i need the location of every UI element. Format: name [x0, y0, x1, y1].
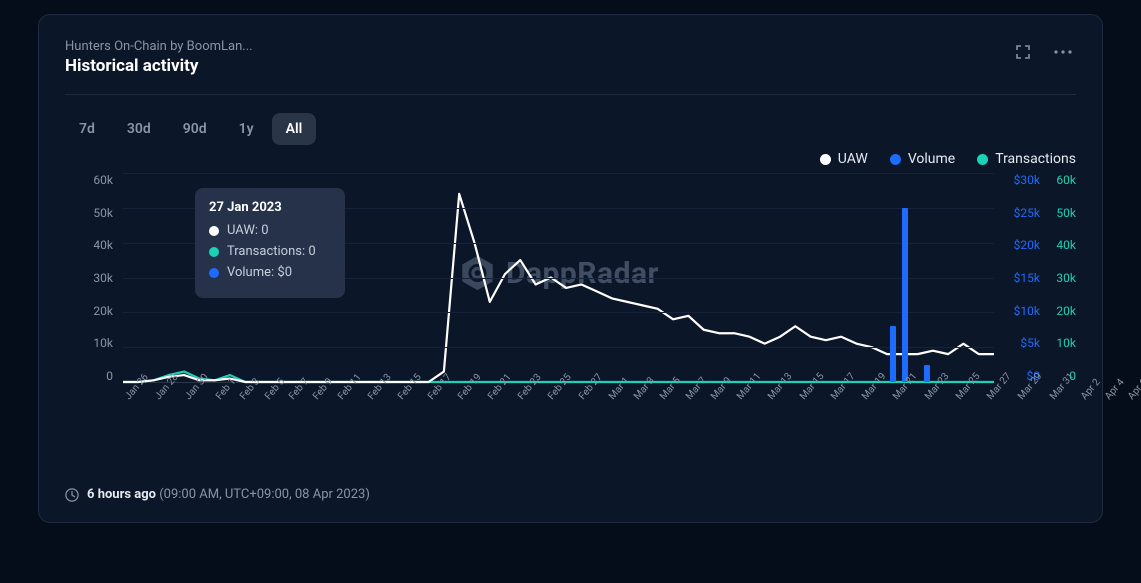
- legend-uaw-dot: [820, 154, 831, 165]
- card-title: Historical activity: [65, 56, 253, 76]
- chart-tooltip: 27 Jan 2023 UAW: 0 Transactions: 0 Volume:…: [195, 188, 345, 298]
- more-icon[interactable]: [1050, 39, 1076, 65]
- card-header: Hunters On-Chain by BoomLan... Historica…: [65, 39, 1076, 95]
- axis-tick: 20k: [1044, 304, 1076, 318]
- tooltip-row: Transactions: 0: [209, 244, 329, 259]
- legend-uaw-label: UAW: [838, 151, 868, 167]
- expand-icon[interactable]: [1010, 39, 1036, 65]
- axis-tick: 10k: [1044, 336, 1076, 350]
- axis-tick: $10k: [1000, 304, 1040, 318]
- axis-tick: 50k: [65, 206, 113, 220]
- legend-volume[interactable]: Volume: [890, 151, 955, 167]
- axis-tick: 0: [65, 369, 113, 383]
- historical-activity-card: Hunters On-Chain by BoomLan... Historica…: [38, 14, 1103, 523]
- range-tab-1y[interactable]: 1y: [225, 113, 268, 145]
- x-axis-labels: Jan 26Jan 28Jan 30Feb 1Feb 3Feb 5Feb 7Fe…: [123, 387, 994, 427]
- axis-tick: 40k: [65, 238, 113, 252]
- volume-bar: [890, 326, 896, 382]
- axis-tick: 20k: [65, 304, 113, 318]
- axis-tick: $25k: [1000, 206, 1040, 220]
- axis-tick: $20k: [1000, 238, 1040, 252]
- tooltip-row: UAW: 0: [209, 223, 329, 238]
- y-axis-right-tx: 60k50k40k30k20k10k0: [1044, 173, 1076, 383]
- chart[interactable]: 60k 50k 40k 30k 20k 10k 0 $30k $25k $20k $15k $10k…: [65, 173, 1076, 433]
- range-tab-7d[interactable]: 7d: [65, 113, 109, 145]
- range-tab-all[interactable]: All: [272, 113, 317, 145]
- tooltip-row: Volume: $0: [209, 265, 329, 280]
- plot-area: DappRadar 27 Jan 2023 UAW: 0Transactions…: [123, 173, 994, 383]
- legend-tx[interactable]: Transactions: [977, 151, 1076, 167]
- range-tab-30d[interactable]: 30d: [113, 113, 165, 145]
- volume-bar: [924, 365, 930, 382]
- legend-uaw[interactable]: UAW: [820, 151, 868, 167]
- last-updated-ago: 6 hours ago: [87, 487, 156, 502]
- axis-tick: 60k: [65, 173, 113, 187]
- y-axis-right-volume: $30k$25k$20k$15k$10k$5k$0: [1000, 173, 1040, 383]
- legend-tx-dot: [977, 154, 988, 165]
- axis-tick: 30k: [1044, 271, 1076, 285]
- range-tab-90d[interactable]: 90d: [169, 113, 221, 145]
- legend-volume-dot: [890, 154, 901, 165]
- title-block: Hunters On-Chain by BoomLan... Historica…: [65, 39, 253, 76]
- axis-tick: 60k: [1044, 173, 1076, 187]
- axis-tick: $15k: [1000, 271, 1040, 285]
- card-subtitle: Hunters On-Chain by BoomLan...: [65, 39, 253, 54]
- axis-tick: $5k: [1000, 336, 1040, 350]
- header-actions: [1010, 39, 1076, 65]
- range-tabs: 7d30d90d1yAll: [65, 113, 1076, 145]
- legend-tx-label: Transactions: [995, 151, 1076, 167]
- axis-tick: 40k: [1044, 238, 1076, 252]
- chart-legend: UAW Volume Transactions: [65, 151, 1076, 167]
- tooltip-date: 27 Jan 2023: [209, 200, 329, 215]
- axis-tick: $30k: [1000, 173, 1040, 187]
- last-updated-detail: (09:00 AM, UTC+09:00, 08 Apr 2023): [159, 487, 370, 502]
- clock-icon: [65, 488, 79, 502]
- legend-volume-label: Volume: [908, 151, 955, 167]
- axis-tick: 30k: [65, 271, 113, 285]
- volume-bar: [902, 208, 908, 382]
- last-updated-text: 6 hours ago (09:00 AM, UTC+09:00, 08 Apr…: [87, 487, 370, 502]
- axis-tick: 50k: [1044, 206, 1076, 220]
- y-axis-left: 60k 50k 40k 30k 20k 10k 0: [65, 173, 113, 383]
- last-updated-row: 6 hours ago (09:00 AM, UTC+09:00, 08 Apr…: [65, 487, 1076, 502]
- axis-tick: 10k: [65, 336, 113, 350]
